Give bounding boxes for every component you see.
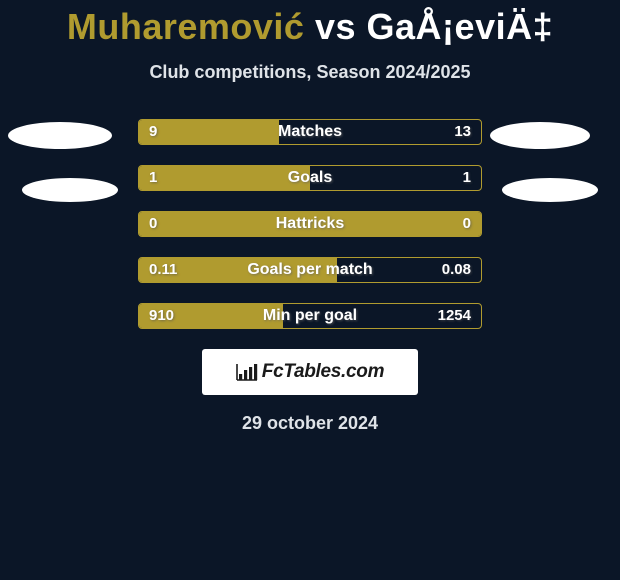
logo-text: FcTables.com: [236, 361, 384, 383]
fctables-logo: FcTables.com: [202, 349, 418, 395]
stat-bar: 00Hattricks: [138, 211, 482, 237]
stat-right-value: 1: [463, 166, 471, 190]
stat-bar-fill: [139, 212, 481, 236]
decorative-ellipse: [8, 122, 112, 149]
stat-left-value: 0: [149, 212, 157, 236]
decorative-ellipse: [490, 122, 590, 149]
player2-name: GaÅ¡eviÄ‡: [367, 6, 554, 47]
stat-right-value: 0: [463, 212, 471, 236]
stat-bar: 11Goals: [138, 165, 482, 191]
vs-text: vs: [315, 6, 356, 47]
stat-right-value: 0.08: [442, 258, 471, 282]
stat-bar: 913Matches: [138, 119, 482, 145]
stat-left-value: 1: [149, 166, 157, 190]
stat-bar-fill: [139, 120, 279, 144]
stat-left-value: 910: [149, 304, 174, 328]
comparison-title: Muharemović vs GaÅ¡eviÄ‡: [0, 0, 620, 48]
decorative-ellipse: [22, 178, 118, 202]
player1-name: Muharemović: [67, 6, 305, 47]
stats-bars: 913Matches11Goals00Hattricks0.110.08Goal…: [138, 119, 482, 329]
logo-label: FcTables.com: [262, 361, 384, 383]
stat-left-value: 0.11: [149, 258, 177, 282]
date-text: 29 october 2024: [0, 413, 620, 434]
decorative-ellipse: [502, 178, 598, 202]
bar-chart-icon: [236, 363, 258, 381]
subtitle: Club competitions, Season 2024/2025: [0, 62, 620, 83]
stat-bar: 9101254Min per goal: [138, 303, 482, 329]
stat-right-value: 1254: [438, 304, 471, 328]
stat-left-value: 9: [149, 120, 157, 144]
stat-right-value: 13: [454, 120, 471, 144]
stat-bar: 0.110.08Goals per match: [138, 257, 482, 283]
stat-bar-fill: [139, 166, 310, 190]
